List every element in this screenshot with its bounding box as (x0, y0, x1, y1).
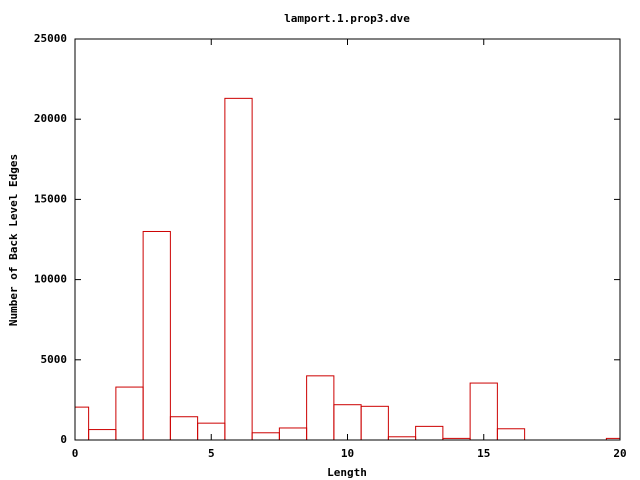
bars (75, 97, 620, 440)
bar (469, 382, 498, 440)
chart-title: lamport.1.prop3.dve (284, 12, 410, 25)
x-tick-label: 10 (341, 447, 354, 460)
bar (169, 416, 199, 440)
y-tick-label: 5000 (41, 353, 68, 366)
y-tick-label: 0 (60, 433, 67, 446)
bar (251, 432, 280, 440)
y-axis-label: Number of Back Level Edges (7, 154, 20, 326)
bar (224, 97, 253, 440)
x-axis-label: Length (327, 466, 367, 479)
x-tick-label: 5 (208, 447, 215, 460)
bar (75, 406, 90, 440)
x-tick-label: 0 (72, 447, 79, 460)
bar (142, 230, 171, 440)
y-tick-label: 25000 (34, 32, 67, 45)
y-tick-label: 20000 (34, 112, 67, 125)
x-tick-label: 15 (477, 447, 490, 460)
bar (415, 425, 444, 440)
x-tick-label: 20 (613, 447, 626, 460)
bar (360, 405, 389, 440)
bar (115, 386, 144, 440)
y-tick-label: 15000 (34, 192, 67, 205)
bar (605, 437, 620, 440)
bar (278, 427, 308, 440)
bar (306, 375, 335, 440)
y-tick-label: 10000 (34, 273, 67, 286)
bar (88, 429, 117, 440)
plot-frame (74, 38, 621, 441)
bar (496, 428, 526, 440)
